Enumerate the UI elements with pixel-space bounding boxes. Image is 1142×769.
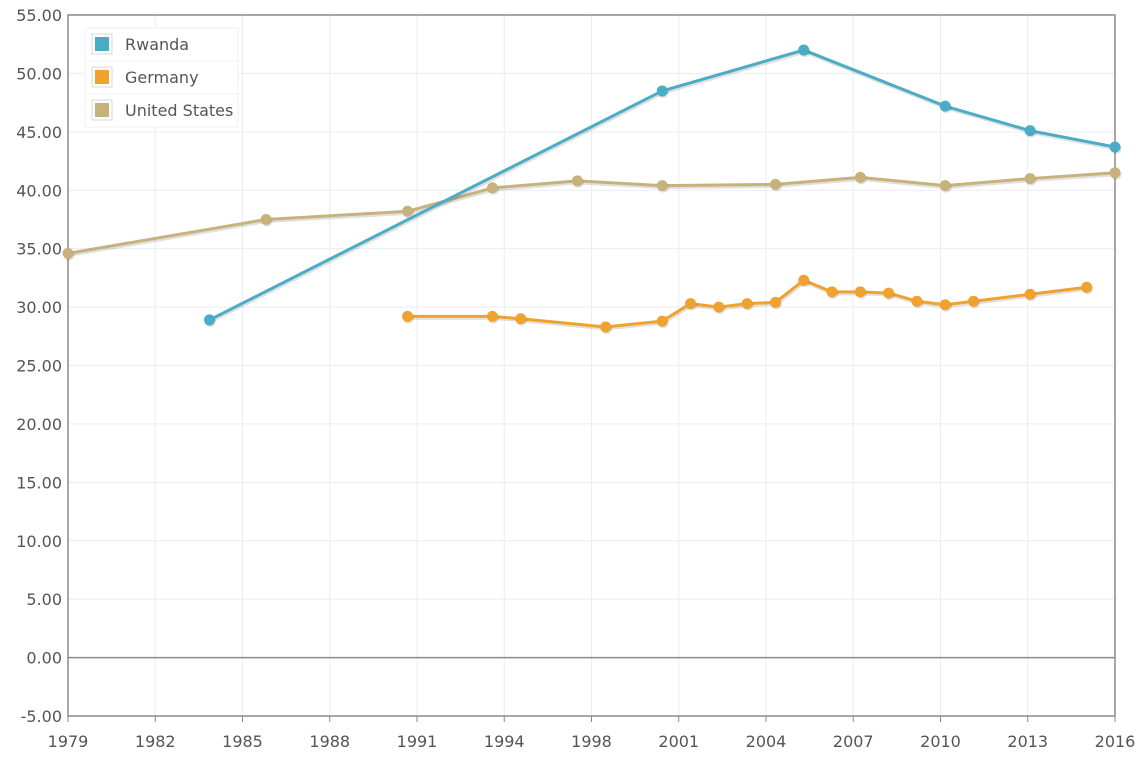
- data-point[interactable]: [486, 310, 498, 322]
- data-point[interactable]: [656, 315, 668, 327]
- data-point[interactable]: [62, 247, 74, 259]
- data-point[interactable]: [203, 314, 215, 326]
- data-point[interactable]: [402, 205, 414, 217]
- data-point[interactable]: [713, 301, 725, 313]
- x-tick-label: 2001: [658, 732, 699, 751]
- x-tick-label: 2013: [1007, 732, 1048, 751]
- legend-swatch: [95, 37, 109, 51]
- series-lines: [62, 44, 1122, 334]
- legend-label: United States: [125, 101, 233, 120]
- data-point[interactable]: [1081, 281, 1093, 293]
- series-line: [208, 48, 1116, 322]
- data-point[interactable]: [883, 287, 895, 299]
- data-point[interactable]: [741, 298, 753, 310]
- series-line-shadow: [68, 173, 1117, 257]
- x-tick-label: 1979: [48, 732, 89, 751]
- y-tick-label: 50.00: [16, 64, 62, 83]
- data-point[interactable]: [656, 180, 668, 192]
- data-point[interactable]: [1024, 125, 1036, 137]
- data-point[interactable]: [854, 171, 866, 183]
- plot-border: [67, 14, 1116, 717]
- x-tick-label: 1998: [571, 732, 612, 751]
- data-point[interactable]: [854, 286, 866, 298]
- y-tick-label: 55.00: [16, 6, 62, 25]
- series-line-shadow: [408, 280, 1088, 331]
- y-tick-label: 45.00: [16, 123, 62, 142]
- legend-swatch: [95, 103, 109, 117]
- data-point[interactable]: [968, 295, 980, 307]
- x-tick-label: 2004: [746, 732, 787, 751]
- x-tick-label: 1991: [397, 732, 438, 751]
- data-point[interactable]: [939, 100, 951, 112]
- legend-swatch: [95, 70, 109, 84]
- legend-item-united-states[interactable]: United States: [85, 93, 238, 121]
- series-germany: [402, 274, 1094, 334]
- legend-label: Germany: [125, 68, 199, 87]
- y-tick-label: -5.00: [21, 707, 62, 726]
- data-point[interactable]: [571, 175, 583, 187]
- data-point[interactable]: [1109, 141, 1121, 153]
- legend[interactable]: Rwanda Germany United States: [84, 27, 239, 128]
- data-point[interactable]: [769, 178, 781, 190]
- series-united-states: [62, 167, 1122, 261]
- data-point[interactable]: [260, 213, 272, 225]
- x-tick-label: 2010: [920, 732, 961, 751]
- y-tick-label: 30.00: [16, 298, 62, 317]
- y-tick-label: 20.00: [16, 415, 62, 434]
- x-tick-label: 2007: [833, 732, 874, 751]
- data-point[interactable]: [939, 299, 951, 311]
- data-point[interactable]: [486, 182, 498, 194]
- data-point[interactable]: [515, 313, 527, 325]
- x-tick-label: 1985: [222, 732, 263, 751]
- data-point[interactable]: [1109, 167, 1121, 179]
- data-point[interactable]: [656, 85, 668, 97]
- legend-item-germany[interactable]: Germany: [85, 60, 238, 88]
- data-point[interactable]: [402, 310, 414, 322]
- y-tick-label: 5.00: [26, 590, 62, 609]
- x-tick-label: 2016: [1095, 732, 1136, 751]
- data-point[interactable]: [600, 321, 612, 333]
- series-rwanda: [203, 44, 1122, 327]
- x-tick-label: 1982: [135, 732, 176, 751]
- y-tick-label: 40.00: [16, 181, 62, 200]
- data-point[interactable]: [911, 295, 923, 307]
- data-point[interactable]: [798, 274, 810, 286]
- data-point[interactable]: [685, 298, 697, 310]
- data-point[interactable]: [826, 286, 838, 298]
- data-point[interactable]: [769, 296, 781, 308]
- legend-label: Rwanda: [125, 35, 189, 54]
- data-point[interactable]: [939, 180, 951, 192]
- y-tick-label: 35.00: [16, 240, 62, 259]
- y-tick-label: 15.00: [16, 473, 62, 492]
- axes: 55.00 50.00 45.00 40.00 35.00 30.00 25.00 20.00…: [16, 6, 1135, 751]
- y-tick-label: 10.00: [16, 532, 62, 551]
- x-tick-label: 1988: [309, 732, 350, 751]
- y-tick-label: 25.00: [16, 357, 62, 376]
- data-point[interactable]: [798, 44, 810, 56]
- x-tick-label: 1994: [484, 732, 525, 751]
- y-tick-label: 0.00: [26, 649, 62, 668]
- data-point[interactable]: [1024, 288, 1036, 300]
- legend-item-rwanda[interactable]: Rwanda: [91, 33, 189, 55]
- data-point[interactable]: [1024, 173, 1036, 185]
